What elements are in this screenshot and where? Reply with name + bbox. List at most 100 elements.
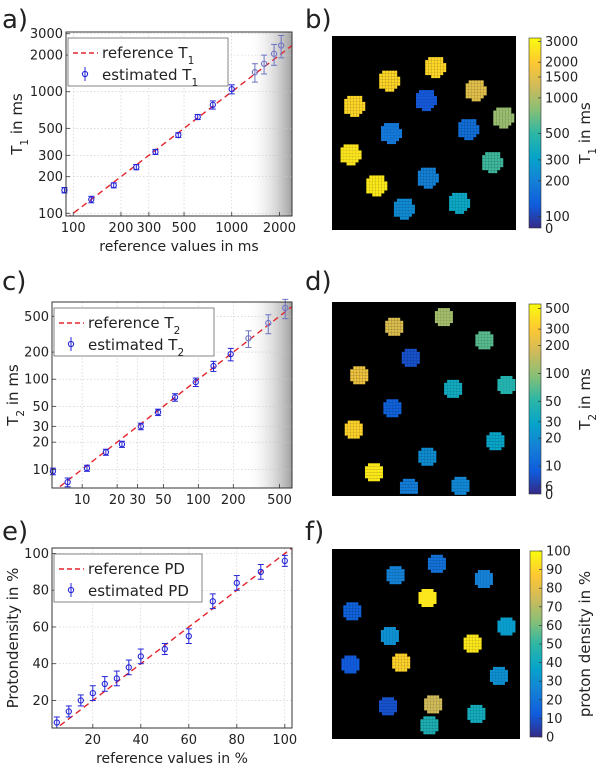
- phantom-spot-13: [379, 697, 398, 716]
- legend-marker: [67, 586, 75, 594]
- x-tick-label: 500: [172, 221, 197, 236]
- map-image: [332, 302, 516, 496]
- data-point-3: [77, 697, 84, 704]
- panel-label-c: c): [2, 267, 26, 297]
- data-point-4: [89, 689, 96, 697]
- data-point-8: [209, 101, 217, 108]
- y-tick-label: 200: [38, 170, 63, 185]
- data-point-4: [133, 163, 140, 171]
- data-point-3: [110, 182, 117, 189]
- phantom-spot-13: [393, 198, 415, 220]
- y-tick-label: 100: [24, 373, 49, 388]
- panel-label-a: a): [2, 5, 28, 35]
- y-tick-label: 80: [32, 584, 49, 599]
- colorbar-tick-label: 90: [546, 563, 563, 578]
- phantom-spot-11: [418, 447, 437, 466]
- phantom-spot-3: [475, 331, 494, 350]
- colorbar-tick-label: 3000: [545, 35, 578, 50]
- phantom-spot-7: [381, 123, 403, 145]
- colorbar-zero-label: 0: [545, 488, 553, 503]
- phantom-spot-9: [344, 420, 363, 439]
- data-point-2: [88, 196, 95, 203]
- x-tick-label: 80: [229, 733, 246, 748]
- legend-box: [53, 553, 203, 603]
- data-point-5: [118, 441, 126, 448]
- phantom-spot-10: [482, 152, 504, 174]
- colorbar-tick-label: 60: [546, 619, 563, 634]
- data-point-13: [265, 319, 272, 327]
- colorbar-tick-label: 6: [545, 480, 553, 495]
- colorbar-tick-label: 200: [545, 339, 570, 354]
- legend-marker: [81, 70, 89, 78]
- data-point-14: [281, 557, 288, 565]
- axis-box: [65, 31, 293, 217]
- phantom-spot-6: [493, 107, 515, 129]
- data-point-7: [154, 409, 162, 416]
- x-tick-label: 200: [221, 493, 246, 508]
- phantom-spot-15: [467, 704, 486, 723]
- data-point-11: [209, 598, 216, 605]
- phantom-spot-8: [458, 119, 480, 141]
- colorbar-tick-label: 20: [546, 693, 563, 708]
- data-point-12: [270, 50, 278, 57]
- y-tick-label: 30: [32, 420, 49, 435]
- phantom-spot-8: [383, 399, 402, 418]
- y-tick-label: 50: [32, 400, 49, 415]
- y-tick-label: 10: [32, 463, 49, 478]
- data-point-8: [171, 394, 179, 401]
- data-point-10: [185, 633, 192, 640]
- data-point-7: [194, 113, 201, 121]
- x-axis-label: reference values in ms: [99, 239, 258, 255]
- x-tick-label: 30: [129, 493, 146, 508]
- phantom-spot-11: [417, 167, 439, 189]
- x-tick-label: 2000: [263, 221, 296, 236]
- phantom-spot-14: [451, 476, 470, 495]
- y-tick-label: 3000: [30, 27, 63, 42]
- phantom-spot-3: [465, 80, 487, 102]
- x-tick-label: 10: [74, 493, 91, 508]
- phantom-spot-4: [344, 95, 366, 117]
- data-point-10: [210, 362, 217, 370]
- x-tick-label: 1000: [215, 221, 248, 236]
- panel-label-f: f): [305, 517, 324, 547]
- data-point-6: [113, 675, 120, 682]
- data-point-13: [257, 568, 264, 576]
- x-tick-label: 60: [181, 733, 198, 748]
- legend-reference-label: reference PD: [88, 560, 185, 578]
- phantom-spot-3: [474, 570, 493, 588]
- legend-marker: [67, 340, 75, 348]
- legend-reference-label: reference T1: [102, 44, 194, 67]
- x-tick-label: 20: [109, 493, 126, 508]
- x-tick-label: 100: [61, 221, 86, 236]
- data-point-9: [192, 378, 199, 386]
- y-tick-label: 100: [38, 207, 63, 222]
- colorbar-tick-label: 500: [545, 127, 570, 142]
- x-tick-label: 50: [155, 493, 172, 508]
- colorbar-label: proton density in %: [576, 571, 594, 717]
- colorbar-tick-label: 40: [546, 656, 563, 671]
- x-tick-label: 500: [267, 493, 292, 508]
- y-tick-label: 1000: [30, 85, 63, 100]
- phantom-spot-12: [364, 463, 383, 482]
- data-point-9: [228, 86, 235, 93]
- y-tick-label: 500: [38, 122, 63, 137]
- data-point-3: [83, 464, 91, 472]
- chart-t1: 100 200 300 500 1000 200010020030050010002000…: [8, 27, 296, 255]
- data-point-12: [245, 335, 252, 342]
- phantom-spot-5: [418, 589, 437, 607]
- legend-estimated-label: estimated T2: [88, 336, 184, 359]
- y-tick-label: 300: [38, 149, 63, 164]
- legend-estimated-label: estimated T1: [102, 66, 198, 89]
- axis-box: [51, 547, 293, 729]
- y-tick-label: 40: [32, 657, 49, 672]
- colorbar-tick-label: 50: [546, 638, 563, 653]
- phantom-spot-12: [366, 175, 388, 197]
- data-point-2: [65, 708, 72, 715]
- y-axis-label: T1 in ms: [8, 93, 31, 156]
- phantom-spot-7: [463, 634, 482, 653]
- phantom-spot-2: [434, 308, 453, 327]
